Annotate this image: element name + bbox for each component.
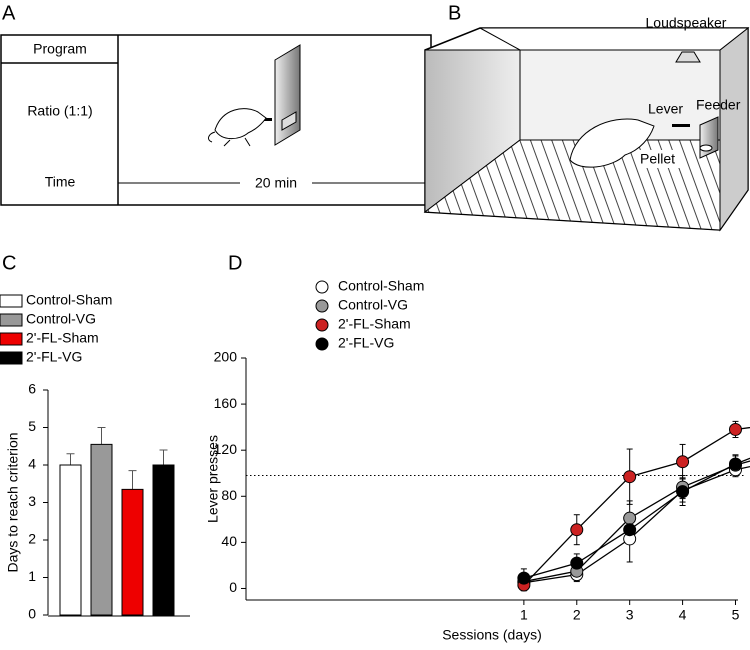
legend-marker <box>315 299 329 313</box>
y-tick-label: 3 <box>28 493 36 509</box>
row-label: Time <box>45 174 76 190</box>
point <box>676 455 690 469</box>
label-bg <box>637 150 681 168</box>
feeder <box>281 111 297 131</box>
panel-letter: A <box>2 2 16 24</box>
legend-label: Control-Sham <box>26 292 112 308</box>
y-tick-label: 80 <box>221 487 237 503</box>
header: Program <box>33 41 87 57</box>
bar <box>152 464 175 616</box>
y-tick-label: 160 <box>214 395 238 411</box>
x-tick-label: 3 <box>626 607 634 623</box>
x-tick-label: 5 <box>732 607 740 623</box>
legend-label: 2'-FL-Sham <box>338 316 411 332</box>
wall <box>274 44 301 146</box>
point <box>676 485 690 499</box>
speaker <box>675 51 701 63</box>
point <box>570 556 584 570</box>
legend-label: 2'-FL-VG <box>26 349 82 365</box>
y-axis-label: Lever presses <box>205 435 221 523</box>
label: Pellet <box>640 151 675 167</box>
bar-chart: 0 1 2 3 4 5 6 Days to reach criterion Control-Sh… <box>0 292 190 622</box>
legend-swatch <box>0 332 23 346</box>
label-bg <box>240 173 312 193</box>
bar <box>121 488 144 616</box>
row-label: Ratio (1:1) <box>27 103 92 119</box>
point <box>728 457 742 471</box>
rat <box>569 118 655 168</box>
label: Lever <box>648 101 683 117</box>
panel-letter: D <box>228 252 242 274</box>
legend-marker <box>315 318 329 332</box>
legend-label: 2'-FL-VG <box>338 335 394 351</box>
y-tick-label: 200 <box>214 349 238 365</box>
ceiling <box>479 27 750 51</box>
point <box>623 523 637 537</box>
x-tick-label: 1 <box>520 607 528 623</box>
rat <box>214 108 267 140</box>
y-tick-label: 0 <box>229 579 237 595</box>
y-tick-label: 6 <box>28 381 36 397</box>
y-tick-label: 120 <box>214 441 238 457</box>
label: Feeder <box>696 97 741 113</box>
legend-label: 2'-FL-Sham <box>26 330 99 346</box>
y-tick-label: 40 <box>221 533 237 549</box>
bar <box>90 443 113 616</box>
line-chart: 0408012016020012345678910Sessions (days)… <box>205 278 750 643</box>
panel-letter: C <box>2 252 16 274</box>
legend-label: Control-VG <box>338 297 408 313</box>
bar <box>59 464 82 616</box>
label: Loudspeaker <box>646 15 727 31</box>
rat-detail <box>207 131 251 147</box>
series-line <box>523 465 750 584</box>
y-axis-label: Days to reach criterion <box>5 432 21 572</box>
point <box>623 511 637 525</box>
y-tick-label: 1 <box>28 568 36 584</box>
legend-label: Control-Sham <box>338 278 424 294</box>
legend-marker <box>315 280 329 294</box>
panel-b: Loudspeaker Lever Feeder Pellet <box>423 15 750 232</box>
duration: 20 min <box>255 175 297 191</box>
series-line <box>523 426 750 586</box>
series-line <box>523 460 750 583</box>
y-tick-label: 0 <box>28 606 36 622</box>
y-tick-label: 4 <box>28 456 36 472</box>
panel-a: Program Ratio (1:1) Time 20 min <box>0 34 432 206</box>
legend-swatch <box>0 313 23 327</box>
legend-label: Control-VG <box>26 311 96 327</box>
x-axis-label: Sessions (days) <box>442 627 542 643</box>
legend-swatch <box>0 294 23 308</box>
side-wall <box>719 26 749 232</box>
x-tick-label: 4 <box>679 607 687 623</box>
point <box>623 470 637 484</box>
series-line <box>523 457 750 579</box>
y-tick-label: 2 <box>28 531 36 547</box>
legend-marker <box>315 337 329 351</box>
panel-letter: B <box>448 2 461 24</box>
point <box>517 571 531 585</box>
pellet <box>699 144 713 152</box>
point <box>570 523 584 537</box>
legend-swatch <box>0 351 23 365</box>
point <box>728 422 742 436</box>
lever <box>672 124 690 127</box>
y-tick-label: 5 <box>28 418 36 434</box>
x-tick-label: 2 <box>573 607 581 623</box>
